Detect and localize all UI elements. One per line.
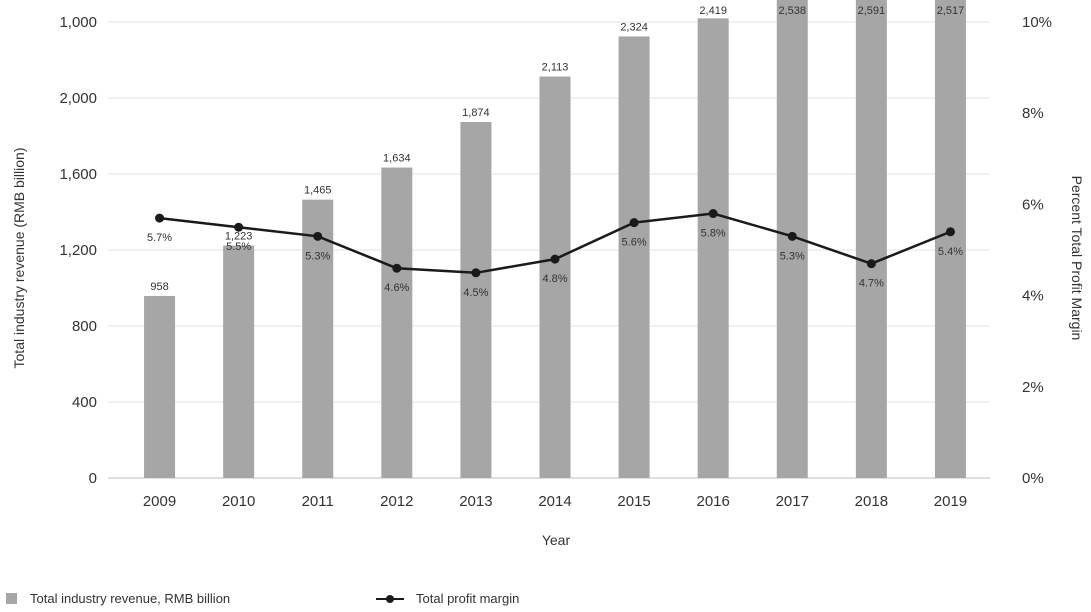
legend-item-margin: Total profit margin bbox=[376, 591, 519, 606]
y-tick-label-3: 1,200 bbox=[59, 242, 97, 259]
bar-label-2014: 2,113 bbox=[542, 62, 569, 74]
x-tick-label-2019: 2019 bbox=[934, 493, 967, 510]
revenue-bars bbox=[144, 0, 966, 479]
margin-point-2010 bbox=[234, 222, 244, 232]
margin-point-2019 bbox=[945, 227, 955, 237]
y-tick-label-5: 2,000 bbox=[59, 90, 97, 107]
y2-tick-label-3: 6% bbox=[1022, 196, 1044, 213]
revenue-margin-chart: 958 1,223 1,465 1,634 1,874 2,113 2,324 2,419 2,… bbox=[11, 0, 1085, 548]
x-tick-label-2018: 2018 bbox=[855, 493, 888, 510]
x-tick-label-2016: 2016 bbox=[696, 493, 729, 510]
y2-tick-label-2: 4% bbox=[1022, 288, 1044, 305]
margin-point-2009 bbox=[155, 213, 165, 223]
margin-label-2011: 5.3% bbox=[305, 250, 330, 262]
margin-point-2013 bbox=[471, 268, 481, 278]
right-axis-title: Percent Total Profit Margin bbox=[1069, 176, 1085, 341]
y-tick-label-0: 0 bbox=[89, 470, 97, 487]
margin-label-2014: 4.8% bbox=[542, 273, 567, 285]
bar-label-2010: 1,223 bbox=[225, 231, 253, 243]
x-tick-label-2009: 2009 bbox=[143, 493, 176, 510]
y2-tick-label-0: 0% bbox=[1022, 470, 1044, 487]
margin-point-labels: 5.7% 5.5% 5.3% 4.6% 4.5% 4.8% 5.6% 5.8% 5.3% 4.7%… bbox=[147, 228, 963, 299]
bar-label-2011: 1,465 bbox=[304, 185, 332, 197]
y2-tick-label-1: 2% bbox=[1022, 379, 1044, 396]
bar-2019 bbox=[934, 0, 966, 479]
bar-2014 bbox=[539, 76, 571, 478]
margin-label-2010: 5.5% bbox=[226, 241, 251, 253]
margin-line-series bbox=[155, 209, 955, 278]
y-tick-label-4: 1,600 bbox=[59, 166, 97, 183]
margin-point-2012 bbox=[392, 263, 402, 273]
legend-line-marker-icon bbox=[376, 592, 404, 606]
x-tick-label-2011: 2011 bbox=[302, 493, 334, 510]
bar-label-2012: 1,634 bbox=[383, 153, 411, 165]
margin-point-2011 bbox=[313, 231, 323, 241]
bar-label-2019: 2,517 bbox=[937, 5, 965, 17]
chart-legend: Total industry revenue, RMB billion Tota… bbox=[6, 591, 706, 609]
bar-2018 bbox=[855, 0, 887, 479]
x-tick-label-2014: 2014 bbox=[538, 493, 571, 510]
bar-label-2009: 958 bbox=[150, 281, 168, 293]
margin-label-2017: 5.3% bbox=[780, 250, 805, 262]
margin-label-2015: 5.6% bbox=[622, 237, 647, 249]
margin-point-2016 bbox=[708, 209, 718, 219]
bar-label-2015: 2,324 bbox=[620, 21, 648, 33]
bar-2015 bbox=[618, 36, 650, 478]
margin-label-2013: 4.5% bbox=[463, 287, 488, 299]
y2-tick-label-5: 10% bbox=[1022, 14, 1052, 31]
x-tick-label-2015: 2015 bbox=[617, 493, 650, 510]
margin-label-2009: 5.7% bbox=[147, 232, 172, 244]
margin-label-2018: 4.7% bbox=[859, 278, 884, 290]
y-tick-label-1: 400 bbox=[72, 394, 97, 411]
right-axis-ticks: 0% 2% 4% 6% 8% 10% bbox=[1022, 14, 1052, 487]
x-tick-label-2017: 2017 bbox=[776, 493, 809, 510]
left-axis-ticks: 0 400 800 1,200 1,600 2,000 1,000 bbox=[59, 14, 97, 487]
legend-label-revenue: Total industry revenue, RMB billion bbox=[30, 591, 231, 606]
margin-label-2016: 5.8% bbox=[701, 228, 726, 240]
y-tick-label-6: 1,000 bbox=[59, 14, 97, 31]
bar-2013 bbox=[460, 121, 492, 478]
bar-label-2013: 1,874 bbox=[462, 107, 490, 119]
margin-label-2012: 4.6% bbox=[384, 282, 409, 294]
margin-point-2015 bbox=[629, 218, 639, 228]
bar-2010 bbox=[223, 245, 255, 478]
x-axis-title: Year bbox=[542, 532, 571, 548]
x-axis-ticks: 2009 2010 2011 2012 2013 2014 2015 2016 2017 2018… bbox=[143, 493, 967, 510]
legend-item-revenue: Total industry revenue, RMB billion bbox=[6, 591, 230, 606]
bar-2009 bbox=[144, 295, 176, 478]
bar-2016 bbox=[697, 18, 729, 478]
bar-label-2017: 2,538 bbox=[779, 5, 807, 17]
x-tick-label-2010: 2010 bbox=[222, 493, 255, 510]
bar-2012 bbox=[381, 167, 413, 479]
margin-point-2017 bbox=[787, 231, 797, 241]
margin-label-2019: 5.4% bbox=[938, 246, 963, 258]
margin-point-2014 bbox=[550, 254, 560, 264]
y2-tick-label-4: 8% bbox=[1022, 105, 1044, 122]
legend-swatch-revenue bbox=[6, 593, 17, 604]
bar-label-2018: 2,591 bbox=[858, 5, 886, 17]
margin-point-2018 bbox=[866, 259, 876, 269]
bar-2011 bbox=[302, 199, 334, 478]
revenue-bar-labels: 958 1,223 1,465 1,634 1,874 2,113 2,324 2,419 2,… bbox=[150, 5, 964, 293]
bar-label-2016: 2,419 bbox=[699, 5, 727, 17]
left-axis-title: Total industry revenue (RMB billion) bbox=[11, 148, 27, 369]
x-tick-label-2012: 2012 bbox=[380, 493, 413, 510]
legend-label-margin: Total profit margin bbox=[416, 591, 520, 606]
x-tick-label-2013: 2013 bbox=[459, 493, 492, 510]
y-tick-label-2: 800 bbox=[72, 318, 97, 335]
